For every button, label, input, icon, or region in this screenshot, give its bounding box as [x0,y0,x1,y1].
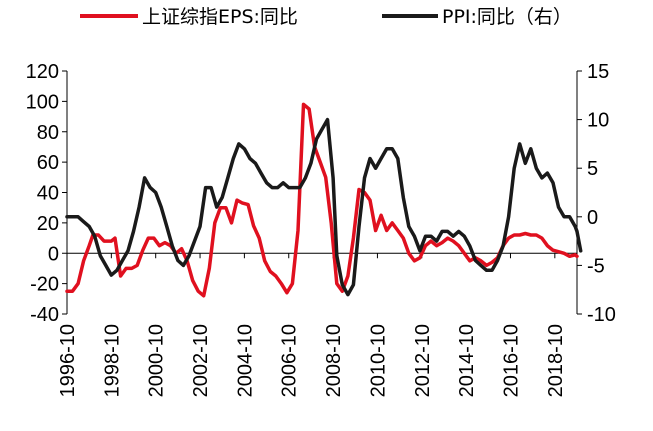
legend-label: 上证综指EPS:同比 [142,6,298,28]
x-tick-label: 2014-10 [456,324,478,397]
y-left-tick-label: 40 [37,183,59,205]
y-right-tick-label: 15 [587,61,609,83]
x-tick-label: 2004-10 [234,324,256,397]
x-tick-label: 2008-10 [323,324,345,397]
y-right-tick-label: 10 [587,110,609,132]
y-left-tick-label: 60 [37,152,59,174]
axes: -40 -20 0 20 40 60 80 100 120 -10 -5 0 5 10 15 1996-10 1… [26,61,616,397]
y-left-tick-label: -40 [30,304,59,326]
legend-label: PPI:同比（右） [442,6,572,28]
x-tick-label: 2006-10 [279,324,301,397]
x-tick-label: 2012-10 [412,324,434,397]
series-line-2 [65,117,583,297]
x-tick-label: 1996-10 [57,324,79,397]
x-tick-label: 1998-10 [101,324,123,397]
y-right-tick-label: -10 [587,304,616,326]
y-right-tick-label: -5 [587,255,605,277]
y-left-tick-label: -20 [30,274,59,296]
y-left-tick-label: 0 [48,243,59,265]
y-left-tick-label: 100 [26,91,59,113]
legend-item-1: 上证综指EPS:同比 [80,6,298,28]
series-line-1 [65,102,579,298]
y-right-tick-label: 5 [587,158,598,180]
series-group [65,102,583,298]
x-tick-label: 2000-10 [146,324,168,397]
legend-item-2: PPI:同比（右） [382,6,572,28]
y-left-tick-label: 20 [37,213,59,235]
y-left-tick-label: 80 [37,122,59,144]
legend: 上证综指EPS:同比 PPI:同比（右） [80,6,572,28]
y-left-tick-label: 120 [26,61,59,83]
x-tick-label: 2018-10 [545,324,567,397]
x-tick-label: 2016-10 [500,324,522,397]
y-right-tick-label: 0 [587,207,598,229]
x-tick-label: 2010-10 [367,324,389,397]
x-tick-label: 2002-10 [190,324,212,397]
